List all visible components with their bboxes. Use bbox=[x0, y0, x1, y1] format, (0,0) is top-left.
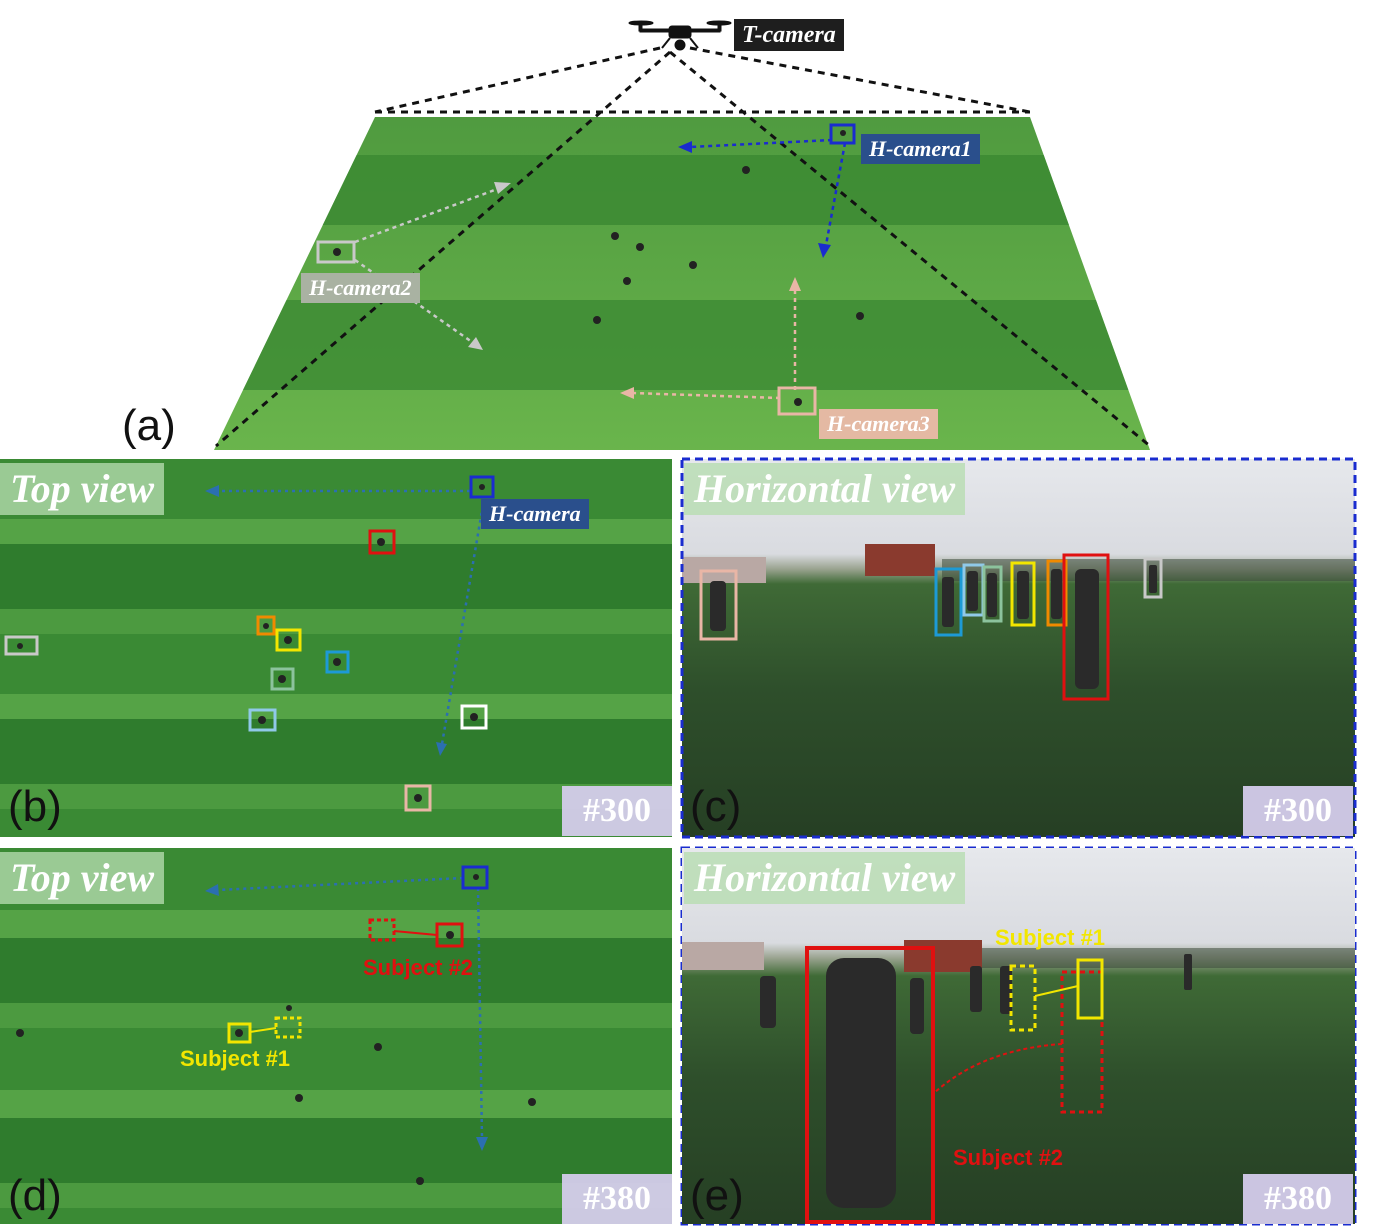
h-camera1-box bbox=[829, 123, 856, 145]
panel-d-view-label: Top view bbox=[0, 852, 165, 904]
panel-e-frame-badge: #380 bbox=[1243, 1174, 1353, 1224]
panel-e-horizontal-view bbox=[682, 848, 1355, 1224]
panel-c-horizontal-view bbox=[682, 459, 1355, 837]
h-camera2-box bbox=[316, 240, 356, 264]
panel-d-frame-badge: #380 bbox=[562, 1174, 672, 1224]
panel-label-c: (c) bbox=[690, 782, 742, 831]
panel-d-subject2-label: Subject #2 bbox=[363, 955, 474, 980]
field-perspective-diagram bbox=[214, 20, 1151, 450]
panel-d-overlay bbox=[16, 865, 536, 1185]
panel-label-d: (d) bbox=[8, 1171, 62, 1220]
h-camera2-label: H-camera2 bbox=[301, 273, 420, 303]
panel-label-e: (e) bbox=[690, 1171, 744, 1220]
panel-b-overlay bbox=[4, 475, 495, 812]
t-camera-label: T-camera bbox=[734, 19, 844, 51]
h-camera1-label: H-camera1 bbox=[861, 134, 980, 164]
h-camera3-label: H-camera3 bbox=[819, 409, 938, 439]
panel-c-frame-badge: #300 bbox=[1243, 786, 1353, 836]
panel-e-subject1-label: Subject #1 bbox=[995, 925, 1106, 950]
panel-c-overlay bbox=[682, 544, 1355, 701]
panel-d-subject1-label: Subject #1 bbox=[180, 1046, 291, 1071]
drone-icon bbox=[628, 20, 732, 51]
panel-b-view-label: Top view bbox=[0, 463, 165, 515]
panel-label-a: (a) bbox=[122, 401, 176, 450]
panel-label-b: (b) bbox=[8, 782, 62, 831]
panel-e-view-label: Horizontal view bbox=[684, 852, 966, 904]
panel-c-view-label: Horizontal view bbox=[684, 463, 966, 515]
h-camera3-box bbox=[777, 386, 817, 416]
panel-e-subject2-label: Subject #2 bbox=[953, 1145, 1064, 1170]
panel-b-frame-badge: #300 bbox=[562, 786, 672, 836]
panel-e-overlay bbox=[682, 940, 1355, 1224]
panel-b-h-camera-label: H-camera bbox=[481, 499, 589, 529]
panel-d-top-view bbox=[0, 848, 672, 1224]
